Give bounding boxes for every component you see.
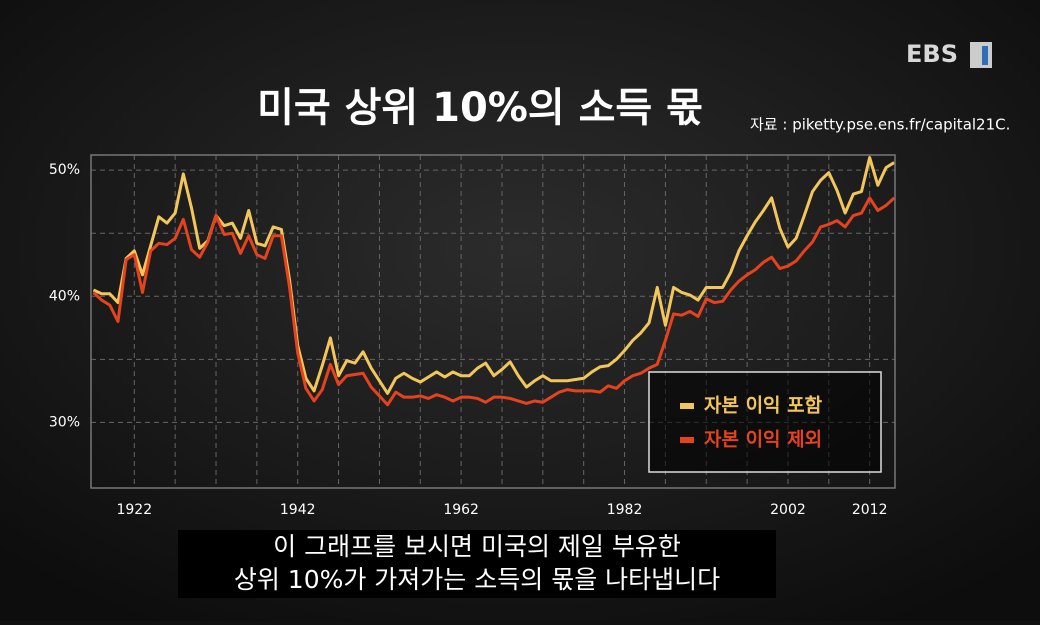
line-series <box>92 196 896 407</box>
logo: EBS <box>906 40 958 68</box>
x-tick-label: 1942 <box>280 502 316 518</box>
plot-frame <box>90 154 896 489</box>
y-tick-label: 40% <box>49 288 80 304</box>
legend-swatch <box>680 437 694 443</box>
x-tick-label: 1982 <box>607 502 643 518</box>
source: 자료 : piketty.pse.ens.fr/capital21C. <box>750 116 1010 134</box>
x-tick-label: 2002 <box>770 502 806 518</box>
plot: 30% 40% 50% 1922 1942 1962 1982 2002 2012 <box>49 155 896 518</box>
x-tick-label: 1922 <box>116 502 152 518</box>
y-tick-label: 30% <box>49 414 80 430</box>
chart-title: 미국 상위 10%의 소득 몫 <box>257 85 703 131</box>
caption-box <box>178 530 776 598</box>
logo-icon <box>970 42 992 68</box>
legend <box>648 371 882 473</box>
caption-line: 이 그래프를 보시면 미국의 제일 부유한 <box>273 532 681 561</box>
x-tick-label: 2012 <box>852 502 888 518</box>
legend-label: 자본 이익 포함 <box>704 395 823 417</box>
caption-line: 상위 10%가 가져가는 소득의 몫을 나타냅니다 <box>234 565 720 594</box>
line-series <box>92 156 895 395</box>
x-tick-label: 1962 <box>443 502 479 518</box>
y-tick-label: 50% <box>49 162 80 178</box>
logo-icon-bar <box>982 46 988 65</box>
legend-swatch <box>680 403 694 409</box>
legend-label: 자본 이익 제외 <box>704 429 822 451</box>
